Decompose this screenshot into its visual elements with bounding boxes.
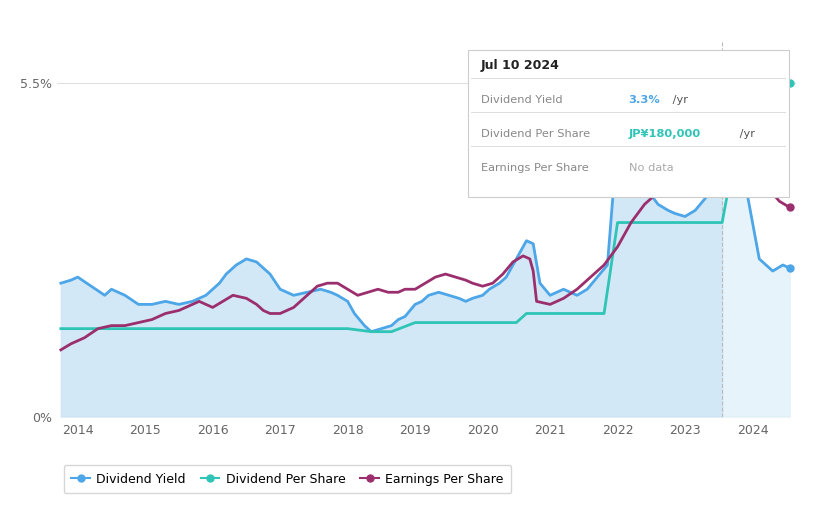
Text: Jul 10 2024: Jul 10 2024 [481, 59, 560, 73]
Text: 3.3%: 3.3% [629, 95, 660, 105]
Text: /yr: /yr [736, 129, 754, 139]
FancyBboxPatch shape [468, 50, 789, 197]
Text: No data: No data [629, 163, 673, 173]
Legend: Dividend Yield, Dividend Per Share, Earnings Per Share: Dividend Yield, Dividend Per Share, Earn… [64, 465, 511, 493]
Text: JP¥180,000: JP¥180,000 [629, 129, 701, 139]
Text: Earnings Per Share: Earnings Per Share [481, 163, 589, 173]
Text: Past: Past [726, 141, 752, 154]
Text: Dividend Per Share: Dividend Per Share [481, 129, 590, 139]
Text: /yr: /yr [669, 95, 688, 105]
Text: Dividend Yield: Dividend Yield [481, 95, 562, 105]
